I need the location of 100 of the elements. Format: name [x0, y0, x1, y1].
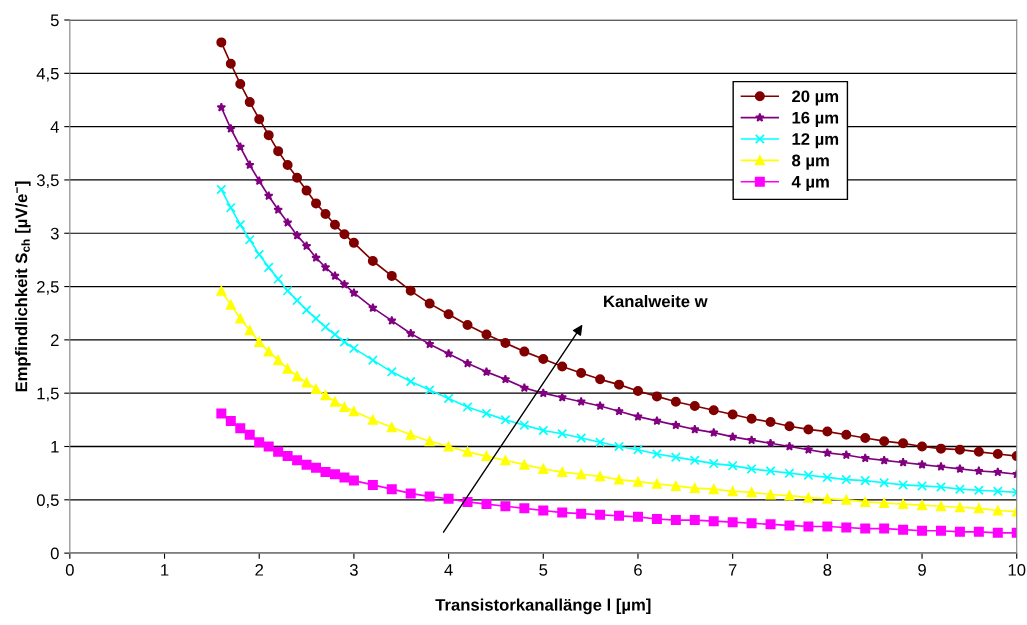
point [614, 474, 625, 485]
point [992, 448, 1003, 459]
point [632, 386, 643, 397]
x-tick-label: 10 [1008, 563, 1026, 576]
point [879, 436, 890, 447]
point [481, 366, 492, 377]
point [386, 484, 397, 495]
point [822, 521, 833, 532]
point [273, 355, 284, 366]
point [424, 298, 435, 309]
point [368, 302, 378, 313]
point [348, 475, 359, 486]
point [917, 525, 928, 536]
point [292, 172, 303, 183]
point [519, 459, 530, 470]
point [860, 496, 871, 507]
point [614, 510, 625, 521]
point [860, 432, 871, 443]
x-tick-label: 4 [444, 564, 453, 576]
x-axis-title: Transistorkanallänge l [µm] [435, 598, 651, 615]
point [339, 337, 350, 348]
point [614, 406, 624, 416]
x-tick-label: 8 [823, 563, 832, 576]
point [954, 444, 965, 455]
point [254, 249, 265, 260]
y-tick-label: 4,5 [36, 67, 59, 82]
point [879, 523, 890, 534]
y-tick-label: 5 [50, 14, 59, 27]
point [330, 270, 340, 281]
point [216, 184, 227, 195]
point [462, 446, 473, 457]
legend-label: 12 µm [792, 133, 839, 149]
point [671, 420, 681, 430]
point [632, 476, 643, 487]
point [519, 382, 530, 393]
y-tick-label: 0,5 [36, 494, 59, 508]
point [301, 459, 312, 470]
point [784, 520, 795, 531]
point [500, 338, 511, 349]
point [557, 507, 568, 518]
point [519, 503, 530, 514]
y-tick-label: 4 [50, 121, 59, 133]
point [841, 429, 852, 440]
point [235, 423, 246, 434]
point [841, 474, 852, 485]
point [292, 230, 302, 240]
point [557, 428, 568, 439]
point [557, 392, 568, 402]
point [538, 463, 549, 474]
point [301, 305, 312, 316]
point [500, 414, 511, 425]
y-tick-label: 1,5 [37, 387, 59, 402]
point [292, 295, 303, 306]
legend-label: 20 µm [792, 90, 839, 106]
point [708, 405, 719, 416]
point [235, 141, 246, 152]
point [595, 509, 606, 520]
point [708, 427, 719, 437]
point [273, 274, 284, 285]
point [481, 451, 492, 462]
point [339, 472, 350, 483]
point [689, 455, 700, 466]
point [954, 484, 965, 495]
point [576, 469, 587, 480]
point [973, 503, 984, 514]
point [595, 400, 605, 411]
point [651, 391, 662, 402]
point [367, 414, 378, 425]
point [822, 426, 833, 437]
point [803, 470, 814, 481]
point [386, 422, 397, 433]
point [557, 467, 568, 478]
point [339, 279, 350, 289]
point [595, 437, 606, 448]
point [935, 525, 946, 536]
point [263, 262, 274, 273]
point [443, 348, 454, 358]
point [765, 416, 776, 427]
point [500, 455, 511, 466]
point [860, 453, 871, 463]
point [244, 160, 255, 170]
point [244, 234, 255, 245]
point [405, 376, 416, 387]
legend-label: 8 µm [792, 154, 829, 170]
point [216, 102, 227, 112]
point [405, 285, 416, 296]
point [349, 287, 359, 298]
point [282, 363, 293, 374]
point [595, 471, 606, 482]
point [225, 202, 236, 213]
point [405, 488, 416, 499]
point [917, 500, 928, 511]
point [803, 521, 814, 532]
point [746, 463, 757, 474]
point [481, 499, 492, 510]
point [538, 388, 549, 398]
point [348, 406, 359, 417]
point [500, 501, 511, 512]
point [282, 285, 293, 296]
point [689, 424, 700, 434]
